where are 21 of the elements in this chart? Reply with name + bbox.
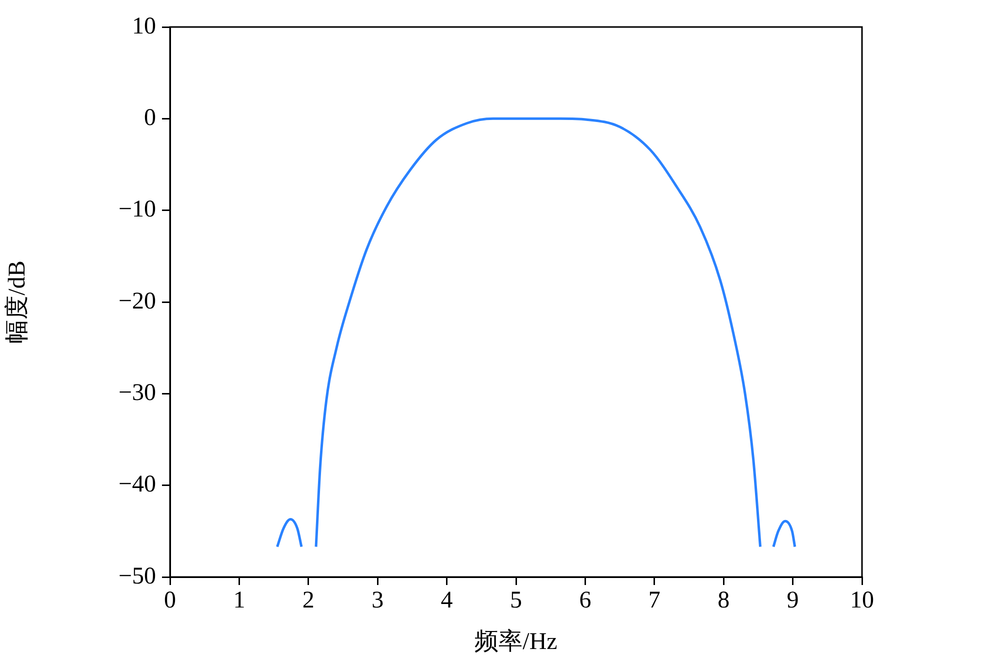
- x-tick-label: 10: [850, 588, 874, 614]
- x-tick-label: 2: [302, 588, 314, 614]
- y-tick-label: −20: [118, 288, 156, 314]
- x-tick-label: 9: [786, 588, 799, 614]
- x-tick-label: 4: [440, 588, 453, 614]
- x-tick-label: 5: [510, 588, 522, 614]
- y-tick-label: −50: [118, 563, 156, 590]
- y-axis-title: 幅度/dB: [4, 260, 31, 344]
- x-tick-label: 0: [164, 588, 176, 614]
- x-tick-label: 8: [718, 588, 730, 614]
- y-tick-label: 10: [132, 13, 156, 40]
- x-tick-label: 1: [233, 588, 246, 614]
- y-tick-label: −40: [118, 472, 156, 498]
- x-tick-label: 6: [579, 588, 592, 614]
- x-tick-label: 7: [648, 588, 660, 614]
- y-tick-label: −30: [118, 380, 156, 406]
- x-tick-label: 3: [372, 588, 384, 614]
- line-series: [314, 117, 762, 548]
- x-axis-title: 频率/Hz: [474, 628, 558, 655]
- y-tick-label: 0: [144, 104, 156, 131]
- y-tick-label: −10: [118, 196, 156, 223]
